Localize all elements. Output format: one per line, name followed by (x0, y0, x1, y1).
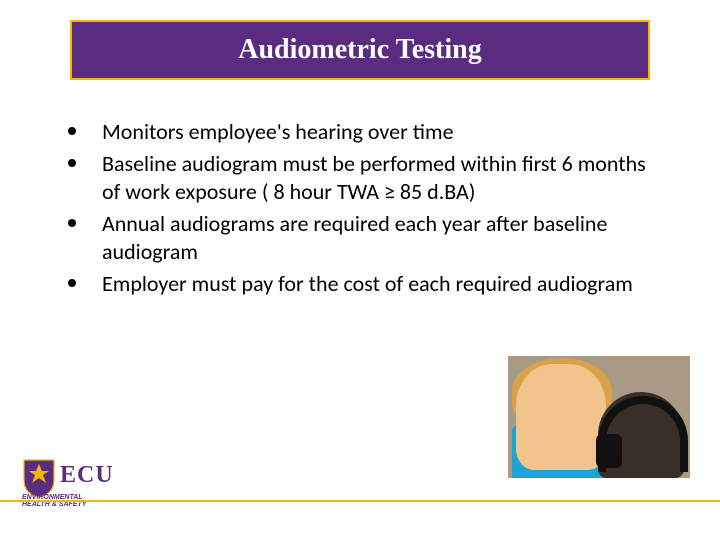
photo-background (508, 356, 690, 478)
photo-person-1 (516, 364, 606, 470)
bullet-text: Monitors employee's hearing over time (102, 118, 454, 145)
bullet-item: Annual audiograms are required each year… (58, 210, 658, 266)
photo-earcup-shape (596, 434, 622, 468)
bullet-dot-icon (68, 127, 76, 135)
shield-icon (22, 458, 56, 498)
illustration-photo (508, 356, 690, 478)
bullet-item: Monitors employee's hearing over time (58, 118, 658, 146)
bullet-text: Annual audiograms are required each year… (102, 210, 607, 265)
bullet-text: Employer must pay for the cost of each r… (102, 270, 633, 297)
bullet-text: Baseline audiogram must be performed wit… (102, 150, 646, 205)
bullet-item: Baseline audiogram must be performed wit… (58, 150, 658, 206)
bullet-list: Monitors employee's hearing over time Bas… (58, 118, 658, 302)
bullet-dot-icon (68, 279, 76, 287)
title-box: Audiometric Testing (70, 20, 650, 80)
bullet-item: Employer must pay for the cost of each r… (58, 270, 658, 298)
footer-rule (0, 500, 720, 502)
logo-ecu-text: ECU (60, 462, 114, 489)
slide: Audiometric Testing Monitors employee's … (0, 0, 720, 540)
bullet-dot-icon (68, 219, 76, 227)
ecu-logo: ECU ENVIRONMENTAL HEALTH & SAFETY (22, 458, 142, 514)
slide-title: Audiometric Testing (238, 34, 481, 66)
bullet-dot-icon (68, 159, 76, 167)
